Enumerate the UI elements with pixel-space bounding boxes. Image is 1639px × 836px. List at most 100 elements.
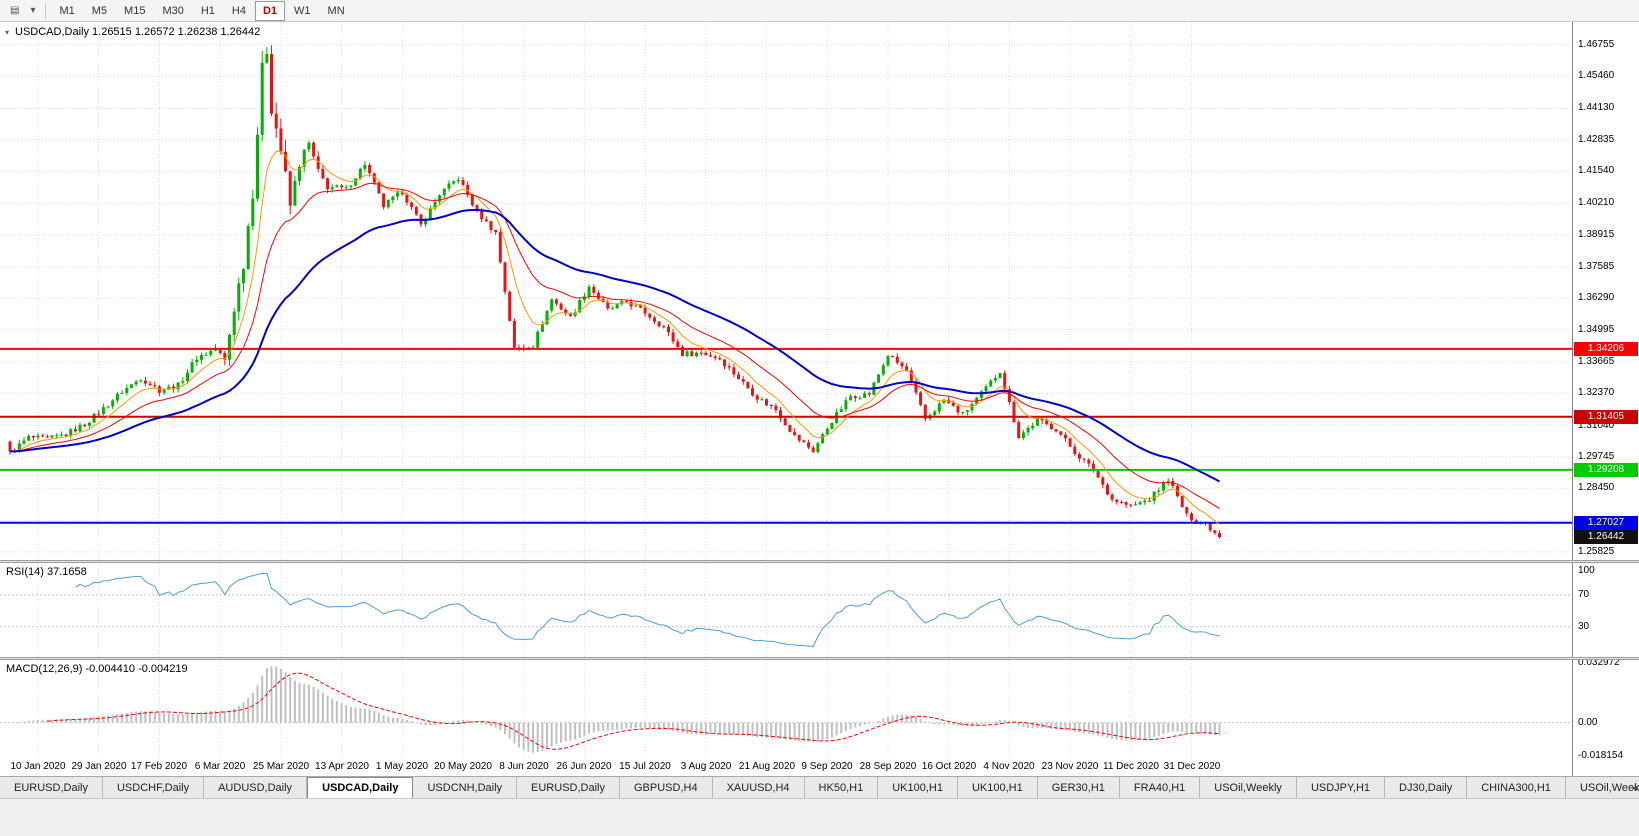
chart-tab[interactable]: UK100,H1 xyxy=(878,777,958,798)
date-label: 10 Jan 2020 xyxy=(10,761,66,772)
date-label: 8 Jun 2020 xyxy=(499,761,549,772)
date-label: 13 Apr 2020 xyxy=(315,761,369,772)
panel-separator[interactable] xyxy=(0,657,1639,660)
date-label: 31 Dec 2020 xyxy=(1163,761,1221,772)
chart-tab[interactable]: XAUUSD,H4 xyxy=(712,777,805,798)
rsi-scale-label: 100 xyxy=(1578,565,1595,576)
macd-label: MACD(12,26,9) -0.004410 -0.004219 xyxy=(6,663,188,675)
horizontal-lines[interactable] xyxy=(0,347,1572,524)
timeframe-button-m5[interactable]: M5 xyxy=(91,4,108,17)
price-scale-label: 1.28450 xyxy=(1578,482,1615,493)
date-label: 1 May 2020 xyxy=(375,761,429,772)
main-price-chart[interactable] xyxy=(0,22,1572,560)
price-scale-label: 1.36290 xyxy=(1578,292,1615,303)
price-scale-label: 1.32370 xyxy=(1578,387,1615,398)
rsi-scale-label: 70 xyxy=(1578,589,1590,600)
price-scale-label: 1.34995 xyxy=(1578,324,1615,335)
price-scale-label: 1.45460 xyxy=(1578,70,1615,81)
price-scale-label: 1.40210 xyxy=(1578,197,1615,208)
chart-tab[interactable]: USDJPY,H1 xyxy=(1296,777,1386,798)
date-label: 9 Sep 2020 xyxy=(801,761,853,772)
price-line-badge: 1.34206 xyxy=(1574,342,1638,356)
price-scale-label: 1.46755 xyxy=(1578,39,1615,50)
macd-indicator-chart[interactable] xyxy=(0,660,1572,758)
grid xyxy=(0,563,1572,657)
date-label: 25 Mar 2020 xyxy=(252,761,310,772)
chart-title: USDCAD,Daily 1.26515 1.26572 1.26238 1.2… xyxy=(15,26,261,38)
chart-tab[interactable]: DJ30,Daily xyxy=(1385,777,1468,798)
macd-scale-label: 0.00 xyxy=(1578,717,1598,728)
timeframe-button-m1[interactable]: M1 xyxy=(59,4,75,17)
date-label: 17 Feb 2020 xyxy=(130,761,188,772)
chart-dropdown-icon[interactable]: ▾ xyxy=(30,4,36,16)
chart-tab[interactable]: USDCHF,Daily xyxy=(102,777,205,798)
timeframe-button-w1[interactable]: W1 xyxy=(294,4,311,17)
grid xyxy=(0,22,1572,560)
timeframe-button-h4[interactable]: H4 xyxy=(231,4,246,17)
chart-tab[interactable]: HK50,H1 xyxy=(804,777,879,798)
macd-scale-label: -0.018154 xyxy=(1578,750,1624,761)
price-scale-label: 1.44130 xyxy=(1578,102,1615,113)
timeframe-button-m15[interactable]: M15 xyxy=(124,4,146,17)
chart-window: ▾ USDCAD,Daily 1.26515 1.26572 1.26238 1… xyxy=(0,22,1639,776)
chart-tab[interactable]: USDCAD,Daily xyxy=(307,777,414,798)
macd-scale-label: 0.032972 xyxy=(1578,657,1620,668)
date-label: 26 Jun 2020 xyxy=(556,761,612,772)
price-scale-label: 1.41540 xyxy=(1578,165,1615,176)
chart-collapse-icon[interactable]: ▾ xyxy=(5,27,10,37)
chart-tab[interactable]: USOil,Weekly xyxy=(1200,777,1297,798)
price-line-badge: 1.31405 xyxy=(1574,410,1638,424)
charts-cascade-icon[interactable]: ▤ xyxy=(10,4,20,16)
chart-tab[interactable]: USDCNH,Daily xyxy=(413,777,518,798)
chart-tab[interactable]: GER30,H1 xyxy=(1037,777,1120,798)
grid xyxy=(0,660,1572,758)
timeframe-button-m30[interactable]: M30 xyxy=(162,4,184,17)
timeframe-button-d1[interactable]: D1 xyxy=(254,0,286,21)
price-scale-label: 1.42835 xyxy=(1578,134,1615,145)
price-scale-label: 1.33665 xyxy=(1578,356,1615,367)
price-scale[interactable]: 1.46755 1.45460 1.44130 1.42835 1.41540 1.402… xyxy=(1572,22,1639,776)
date-label: 4 Nov 2020 xyxy=(983,761,1035,772)
chart-tab[interactable]: UK100,H1 xyxy=(957,777,1038,798)
chart-tab[interactable]: AUDUSD,Daily xyxy=(204,777,308,798)
panel-separator[interactable] xyxy=(0,560,1639,563)
date-label: 15 Jul 2020 xyxy=(619,761,671,772)
rsi-scale-label: 30 xyxy=(1578,621,1590,632)
chart-tab[interactable]: EURUSD,Daily xyxy=(517,777,620,798)
date-label: 6 Mar 2020 xyxy=(194,761,246,772)
chart-tab[interactable]: GBPUSD,H4 xyxy=(620,777,713,798)
macd-signal-line xyxy=(47,672,1220,750)
price-scale-label: 1.37585 xyxy=(1578,261,1615,272)
macd-histogram xyxy=(18,666,1221,753)
price-scale-label: 1.29745 xyxy=(1578,451,1615,462)
status-bar xyxy=(0,798,1639,836)
chart-tab[interactable]: EURUSD,Daily xyxy=(0,777,103,798)
chart-tab-bar: EURUSD,Daily USDCHF,Daily AUDUSD,Daily USDC… xyxy=(0,776,1639,798)
date-label: 16 Oct 2020 xyxy=(921,761,977,772)
date-axis[interactable]: 10 Jan 2020 29 Jan 2020 17 Feb 2020 6 Mar 2… xyxy=(0,758,1572,776)
chart-tab[interactable]: FRA40,H1 xyxy=(1119,777,1201,798)
current-price-badge: 1.26442 xyxy=(1574,530,1638,544)
price-scale-label: 1.25825 xyxy=(1578,546,1615,557)
price-line-badge: 1.27027 xyxy=(1574,516,1638,530)
timeframe-button-mn[interactable]: MN xyxy=(327,4,345,17)
rsi-line xyxy=(75,572,1220,647)
date-label: 11 Dec 2020 xyxy=(1103,761,1159,772)
rsi-label: RSI(14) 37.1658 xyxy=(6,566,87,578)
date-label: 21 Aug 2020 xyxy=(738,761,796,772)
timeframe-button-h1[interactable]: H1 xyxy=(200,4,215,17)
date-label: 28 Sep 2020 xyxy=(859,761,917,772)
date-label: 23 Nov 2020 xyxy=(1041,761,1099,772)
date-label: 3 Aug 2020 xyxy=(680,761,732,772)
date-label: 29 Jan 2020 xyxy=(71,761,127,772)
moving-averages xyxy=(10,150,1220,525)
rsi-indicator-chart[interactable] xyxy=(0,563,1572,657)
toolbar-separator xyxy=(45,2,47,19)
chart-tab[interactable]: USOil,Weekly xyxy=(1565,777,1639,798)
chart-tab[interactable]: CHINA300,H1 xyxy=(1467,777,1566,798)
price-scale-label: 1.31040 xyxy=(1578,420,1615,431)
date-label: 20 May 2020 xyxy=(434,761,492,772)
tab-scroll-icon[interactable]: ◂ xyxy=(1631,783,1637,794)
chart-header: ▾ USDCAD,Daily 1.26515 1.26572 1.26238 1… xyxy=(5,26,260,38)
